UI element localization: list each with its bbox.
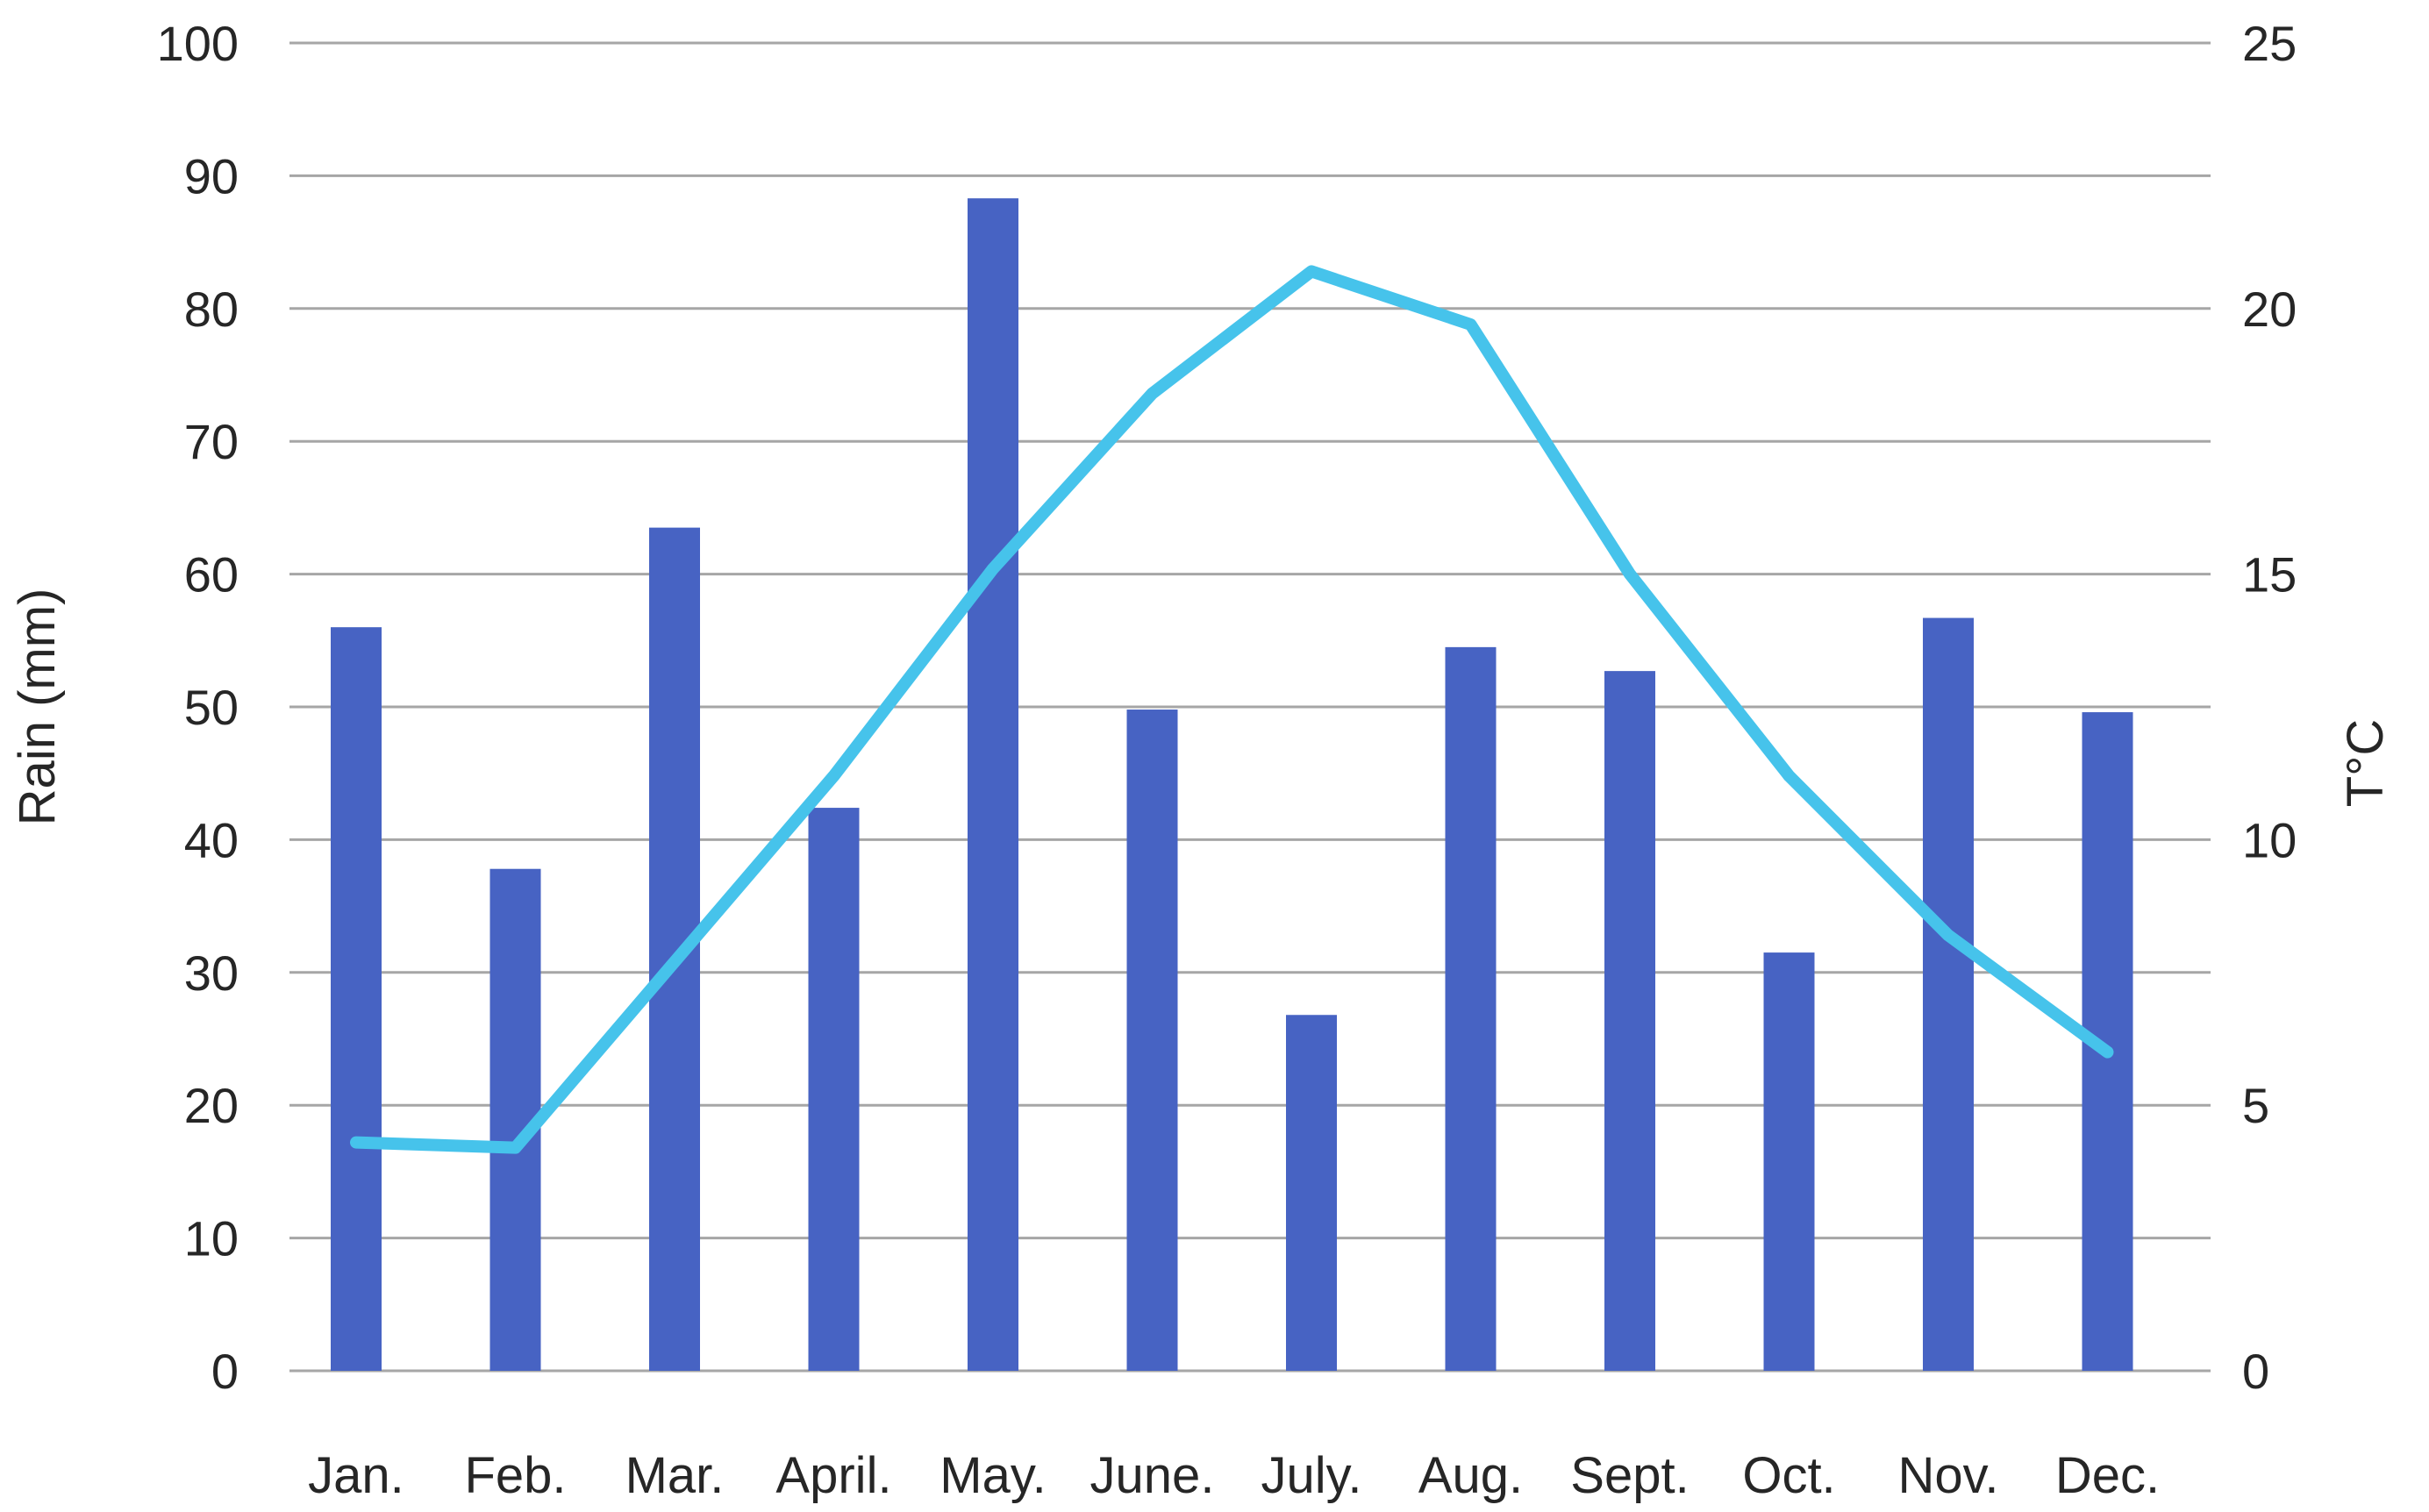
category-label-june: June.	[1090, 1447, 1215, 1504]
rain-bars	[331, 198, 2133, 1372]
left-tick-60: 60	[184, 547, 239, 603]
right-tick-10: 10	[2242, 812, 2297, 867]
left-tick-70: 70	[184, 414, 239, 469]
rain-bar-oct	[1763, 952, 1815, 1371]
category-label-aug: Aug.	[1418, 1447, 1523, 1504]
right-tick-5: 5	[2242, 1078, 2269, 1133]
rain-bar-may	[968, 198, 1018, 1372]
category-label-may: May.	[939, 1447, 1046, 1504]
category-label-dec: Dec.	[2055, 1447, 2160, 1504]
category-label-april: April.	[775, 1447, 891, 1504]
rain-bar-june	[1126, 710, 1178, 1371]
temperature-line-group	[350, 265, 2114, 1154]
category-label-oct: Oct.	[1742, 1447, 1835, 1504]
left-axis-title: Rain (mm)	[9, 588, 66, 826]
left-tick-100: 100	[157, 16, 239, 71]
left-tick-90: 90	[184, 148, 239, 203]
left-tick-40: 40	[184, 812, 239, 867]
category-label-nov: Nov.	[1898, 1447, 1999, 1504]
right-tick-0: 0	[2242, 1344, 2269, 1399]
left-axis-tick-labels: 0 10 20 30 40 50 60 70 80 90 100	[157, 16, 239, 1399]
right-axis-title: T°C	[2337, 719, 2394, 808]
right-axis-tick-labels: 0 5 10 15 20 25	[2242, 16, 2297, 1399]
left-tick-30: 30	[184, 945, 239, 1001]
temperature-line	[350, 265, 2114, 1154]
left-tick-50: 50	[184, 680, 239, 735]
rain-bar-aug	[1445, 646, 1497, 1371]
right-tick-25: 25	[2242, 16, 2297, 71]
left-tick-10: 10	[184, 1211, 239, 1266]
right-tick-20: 20	[2242, 282, 2297, 337]
left-tick-20: 20	[184, 1078, 239, 1133]
left-tick-0: 0	[211, 1344, 239, 1399]
rain-bar-jan	[331, 627, 382, 1371]
category-label-mar: Mar.	[625, 1447, 725, 1504]
category-label-july: July.	[1261, 1447, 1362, 1504]
category-label-feb: Feb.	[464, 1447, 566, 1504]
left-tick-80: 80	[184, 282, 239, 337]
rain-bar-nov	[1923, 617, 1974, 1371]
right-tick-15: 15	[2242, 547, 2297, 603]
rain-bar-july	[1286, 1015, 1337, 1371]
x-axis-category-labels: Jan. Feb. Mar. April. May. June. July. Aug. Sept…	[308, 1447, 2160, 1504]
gridlines	[289, 41, 2211, 1373]
category-label-sept: Sept.	[1570, 1447, 1689, 1504]
rain-bar-april	[808, 808, 860, 1371]
category-label-jan: Jan.	[308, 1447, 404, 1504]
rain-bar-sept	[1604, 671, 1655, 1371]
